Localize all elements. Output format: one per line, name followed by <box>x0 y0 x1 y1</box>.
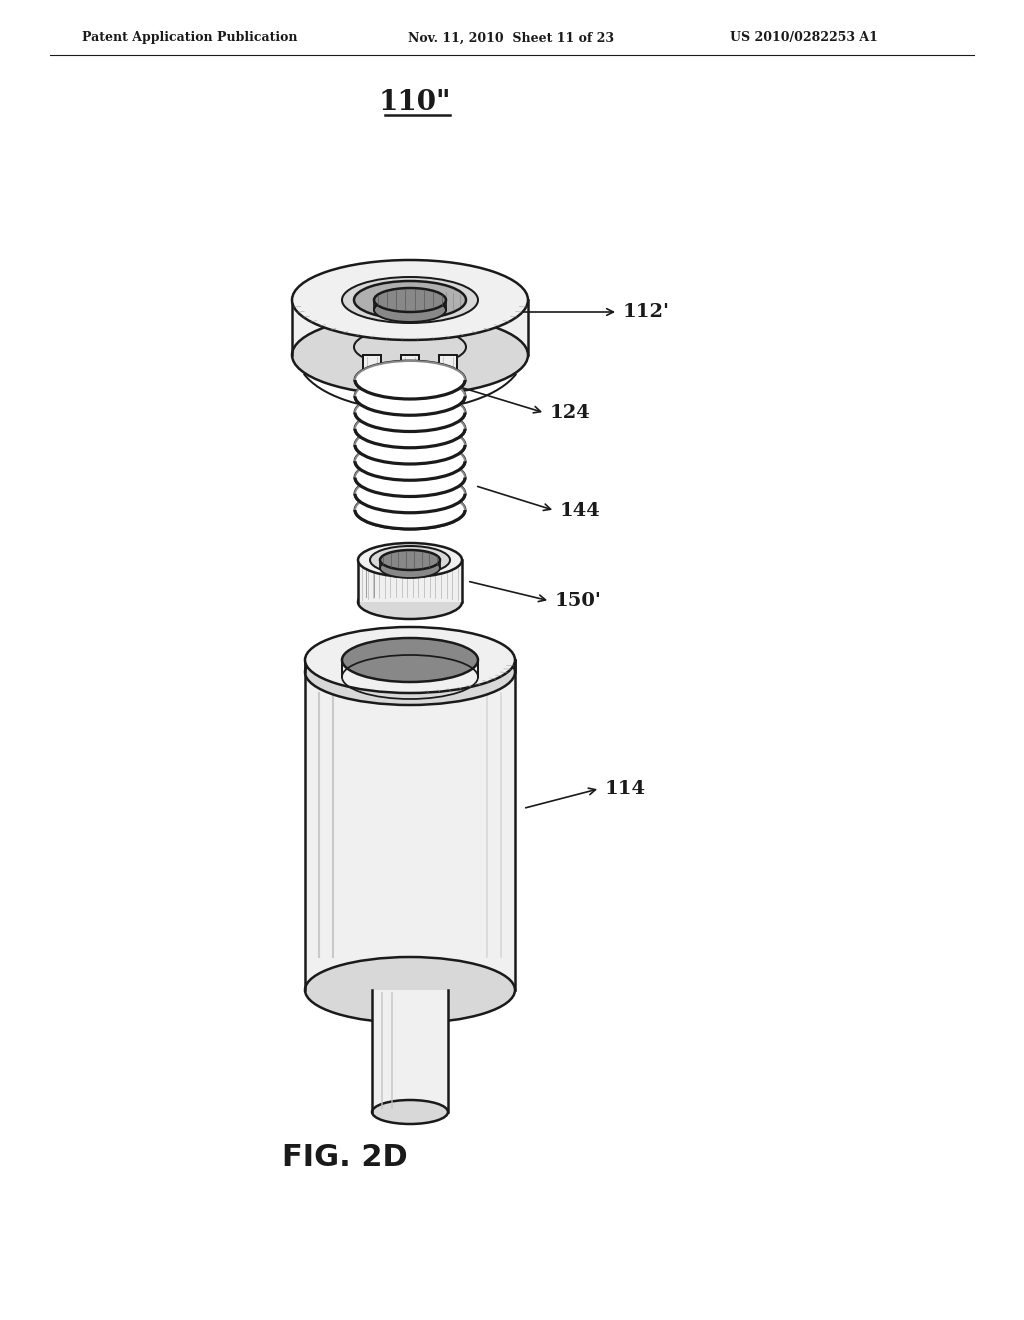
Ellipse shape <box>372 1100 449 1125</box>
Ellipse shape <box>362 380 381 387</box>
Ellipse shape <box>342 638 478 682</box>
Text: 110": 110" <box>379 88 452 116</box>
Ellipse shape <box>355 393 465 432</box>
Polygon shape <box>305 660 515 990</box>
Text: Nov. 11, 2010  Sheet 11 of 23: Nov. 11, 2010 Sheet 11 of 23 <box>408 32 614 45</box>
Ellipse shape <box>292 260 528 341</box>
Polygon shape <box>292 300 528 355</box>
Text: 124: 124 <box>550 404 591 422</box>
Text: 144: 144 <box>560 502 601 520</box>
Ellipse shape <box>358 585 462 619</box>
Ellipse shape <box>355 491 465 529</box>
Ellipse shape <box>355 458 465 496</box>
Polygon shape <box>358 560 462 602</box>
Ellipse shape <box>355 475 465 512</box>
Polygon shape <box>439 355 457 383</box>
Ellipse shape <box>380 550 440 570</box>
Ellipse shape <box>370 546 450 574</box>
Ellipse shape <box>355 393 465 432</box>
Ellipse shape <box>355 409 465 447</box>
Text: 112': 112' <box>623 304 670 321</box>
Ellipse shape <box>380 558 440 578</box>
Ellipse shape <box>305 627 515 693</box>
Ellipse shape <box>355 360 465 399</box>
Ellipse shape <box>355 491 465 529</box>
Ellipse shape <box>355 426 465 465</box>
Polygon shape <box>362 355 381 383</box>
Ellipse shape <box>374 298 446 322</box>
Text: Patent Application Publication: Patent Application Publication <box>82 32 298 45</box>
Ellipse shape <box>355 442 465 480</box>
Text: 150': 150' <box>555 591 602 610</box>
Ellipse shape <box>355 442 465 480</box>
Polygon shape <box>372 990 449 1111</box>
Ellipse shape <box>401 380 419 387</box>
Text: FIG. 2D: FIG. 2D <box>283 1143 408 1172</box>
Ellipse shape <box>355 378 465 416</box>
Ellipse shape <box>292 315 528 395</box>
Ellipse shape <box>374 288 446 312</box>
Ellipse shape <box>355 426 465 465</box>
Text: 114: 114 <box>605 780 646 797</box>
Ellipse shape <box>354 327 466 366</box>
Text: US 2010/0282253 A1: US 2010/0282253 A1 <box>730 32 878 45</box>
Ellipse shape <box>355 475 465 512</box>
Ellipse shape <box>305 957 515 1023</box>
Ellipse shape <box>342 277 478 323</box>
Ellipse shape <box>305 639 515 705</box>
Ellipse shape <box>355 458 465 496</box>
Ellipse shape <box>355 360 465 399</box>
Ellipse shape <box>358 543 462 577</box>
Polygon shape <box>401 355 419 383</box>
Ellipse shape <box>355 378 465 416</box>
Ellipse shape <box>439 380 457 387</box>
Ellipse shape <box>355 409 465 447</box>
Ellipse shape <box>354 281 466 319</box>
